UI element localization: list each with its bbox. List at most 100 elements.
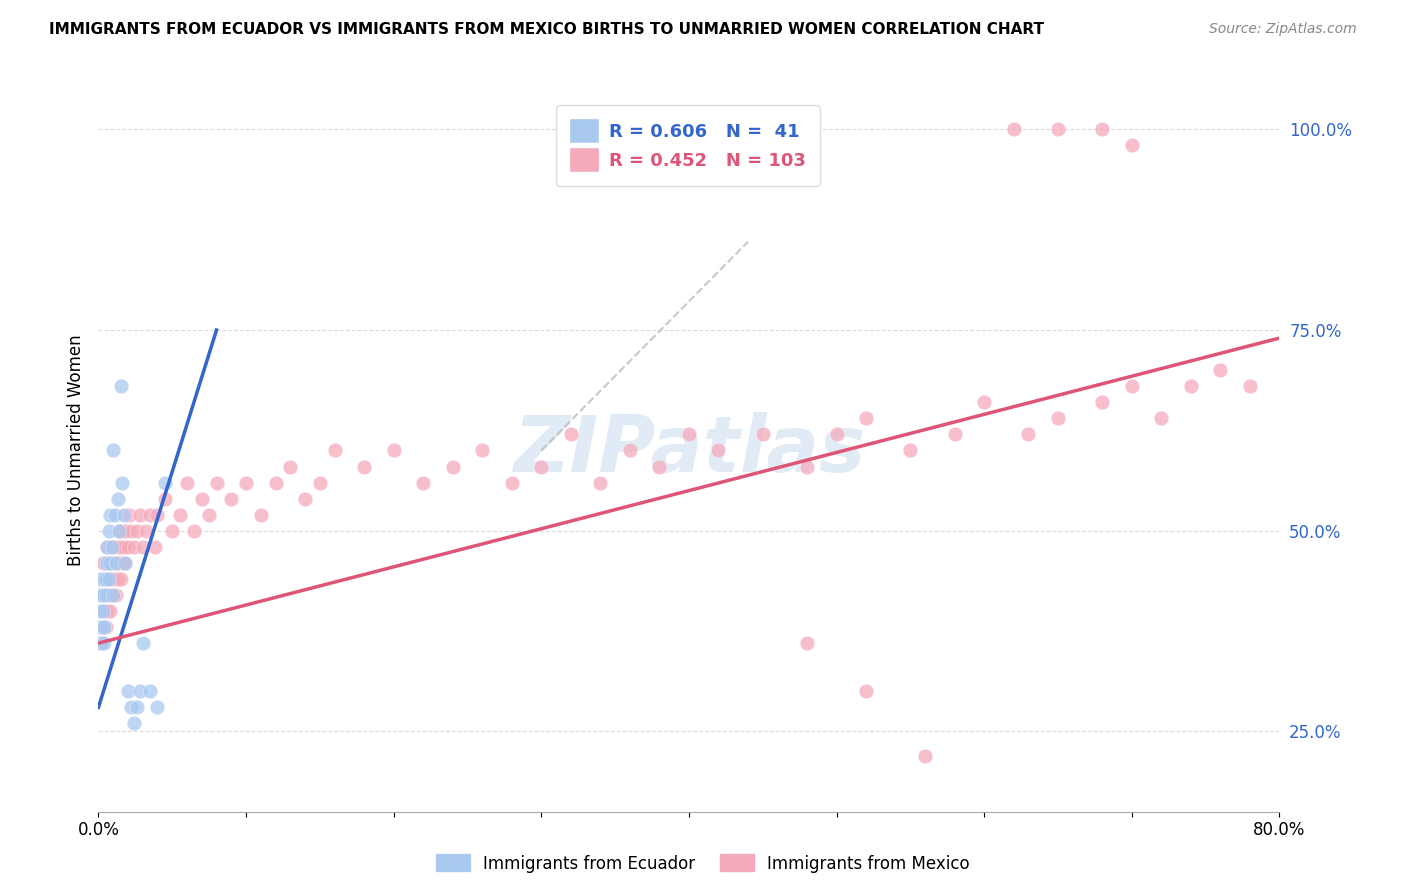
Point bbox=[105, 556, 128, 570]
Point bbox=[89, 588, 111, 602]
Point bbox=[825, 427, 848, 442]
Point bbox=[125, 700, 148, 714]
Point bbox=[120, 524, 142, 538]
Point bbox=[855, 684, 877, 698]
Point bbox=[93, 636, 115, 650]
Point bbox=[943, 427, 966, 442]
Point bbox=[176, 475, 198, 490]
Point bbox=[97, 556, 120, 570]
Point bbox=[103, 588, 125, 602]
Point bbox=[89, 604, 111, 618]
Point bbox=[294, 491, 316, 506]
Point bbox=[94, 620, 117, 634]
Point bbox=[1209, 363, 1232, 377]
Point bbox=[112, 540, 135, 554]
Point bbox=[122, 716, 145, 731]
Point bbox=[139, 508, 162, 522]
Point bbox=[111, 556, 134, 570]
Point bbox=[89, 620, 111, 634]
Point bbox=[250, 508, 273, 522]
Y-axis label: Births to Unmarried Women: Births to Unmarried Women bbox=[66, 334, 84, 566]
Point bbox=[153, 475, 176, 490]
Point bbox=[900, 443, 922, 458]
Point bbox=[796, 459, 818, 474]
Point bbox=[120, 700, 142, 714]
Point bbox=[96, 572, 118, 586]
Point bbox=[93, 572, 115, 586]
Point bbox=[264, 475, 287, 490]
Point bbox=[1239, 379, 1261, 393]
Point bbox=[100, 588, 122, 602]
Point bbox=[146, 508, 169, 522]
Point bbox=[855, 411, 877, 425]
Point bbox=[100, 540, 122, 554]
Point bbox=[153, 491, 176, 506]
Point bbox=[93, 604, 115, 618]
Point bbox=[128, 684, 150, 698]
Point bbox=[104, 572, 127, 586]
Point bbox=[94, 572, 117, 586]
Point bbox=[914, 748, 936, 763]
Point bbox=[309, 475, 332, 490]
Point bbox=[1121, 379, 1143, 393]
Point bbox=[117, 540, 139, 554]
Point bbox=[105, 556, 128, 570]
Point bbox=[280, 459, 302, 474]
Point bbox=[91, 604, 114, 618]
Point bbox=[93, 556, 115, 570]
Point bbox=[107, 572, 129, 586]
Point bbox=[108, 556, 131, 570]
Point bbox=[118, 508, 141, 522]
Point bbox=[353, 459, 375, 474]
Point bbox=[112, 508, 135, 522]
Point bbox=[110, 572, 132, 586]
Point bbox=[94, 556, 117, 570]
Point bbox=[589, 475, 612, 490]
Point bbox=[1046, 411, 1070, 425]
Point bbox=[132, 540, 155, 554]
Point bbox=[530, 459, 553, 474]
Point bbox=[501, 475, 523, 490]
Point bbox=[107, 491, 129, 506]
Legend: Immigrants from Ecuador, Immigrants from Mexico: Immigrants from Ecuador, Immigrants from… bbox=[430, 847, 976, 880]
Point bbox=[143, 540, 166, 554]
Point bbox=[97, 588, 120, 602]
Point bbox=[128, 508, 150, 522]
Point bbox=[114, 556, 136, 570]
Point bbox=[191, 491, 214, 506]
Point bbox=[96, 540, 118, 554]
Point bbox=[198, 508, 221, 522]
Point bbox=[117, 684, 139, 698]
Point bbox=[132, 636, 155, 650]
Point bbox=[441, 459, 464, 474]
Point bbox=[752, 427, 775, 442]
Point bbox=[90, 636, 112, 650]
Point bbox=[125, 524, 148, 538]
Point bbox=[93, 620, 115, 634]
Point bbox=[162, 524, 183, 538]
Point bbox=[110, 379, 132, 393]
Point bbox=[1180, 379, 1202, 393]
Point bbox=[104, 508, 127, 522]
Point bbox=[973, 395, 995, 409]
Point bbox=[98, 540, 121, 554]
Point bbox=[90, 636, 112, 650]
Point bbox=[575, 154, 598, 169]
Point bbox=[183, 524, 205, 538]
Point bbox=[90, 572, 112, 586]
Point bbox=[412, 475, 434, 490]
Point bbox=[560, 427, 582, 442]
Point bbox=[98, 572, 121, 586]
Point bbox=[94, 572, 117, 586]
Point bbox=[139, 684, 162, 698]
Point bbox=[1046, 122, 1070, 136]
Text: Source: ZipAtlas.com: Source: ZipAtlas.com bbox=[1209, 22, 1357, 37]
Point bbox=[235, 475, 257, 490]
Point bbox=[1002, 122, 1025, 136]
Point bbox=[97, 524, 120, 538]
Point bbox=[103, 572, 125, 586]
Point bbox=[1018, 427, 1040, 442]
Point bbox=[1091, 395, 1114, 409]
Point bbox=[90, 604, 112, 618]
Point bbox=[96, 540, 118, 554]
